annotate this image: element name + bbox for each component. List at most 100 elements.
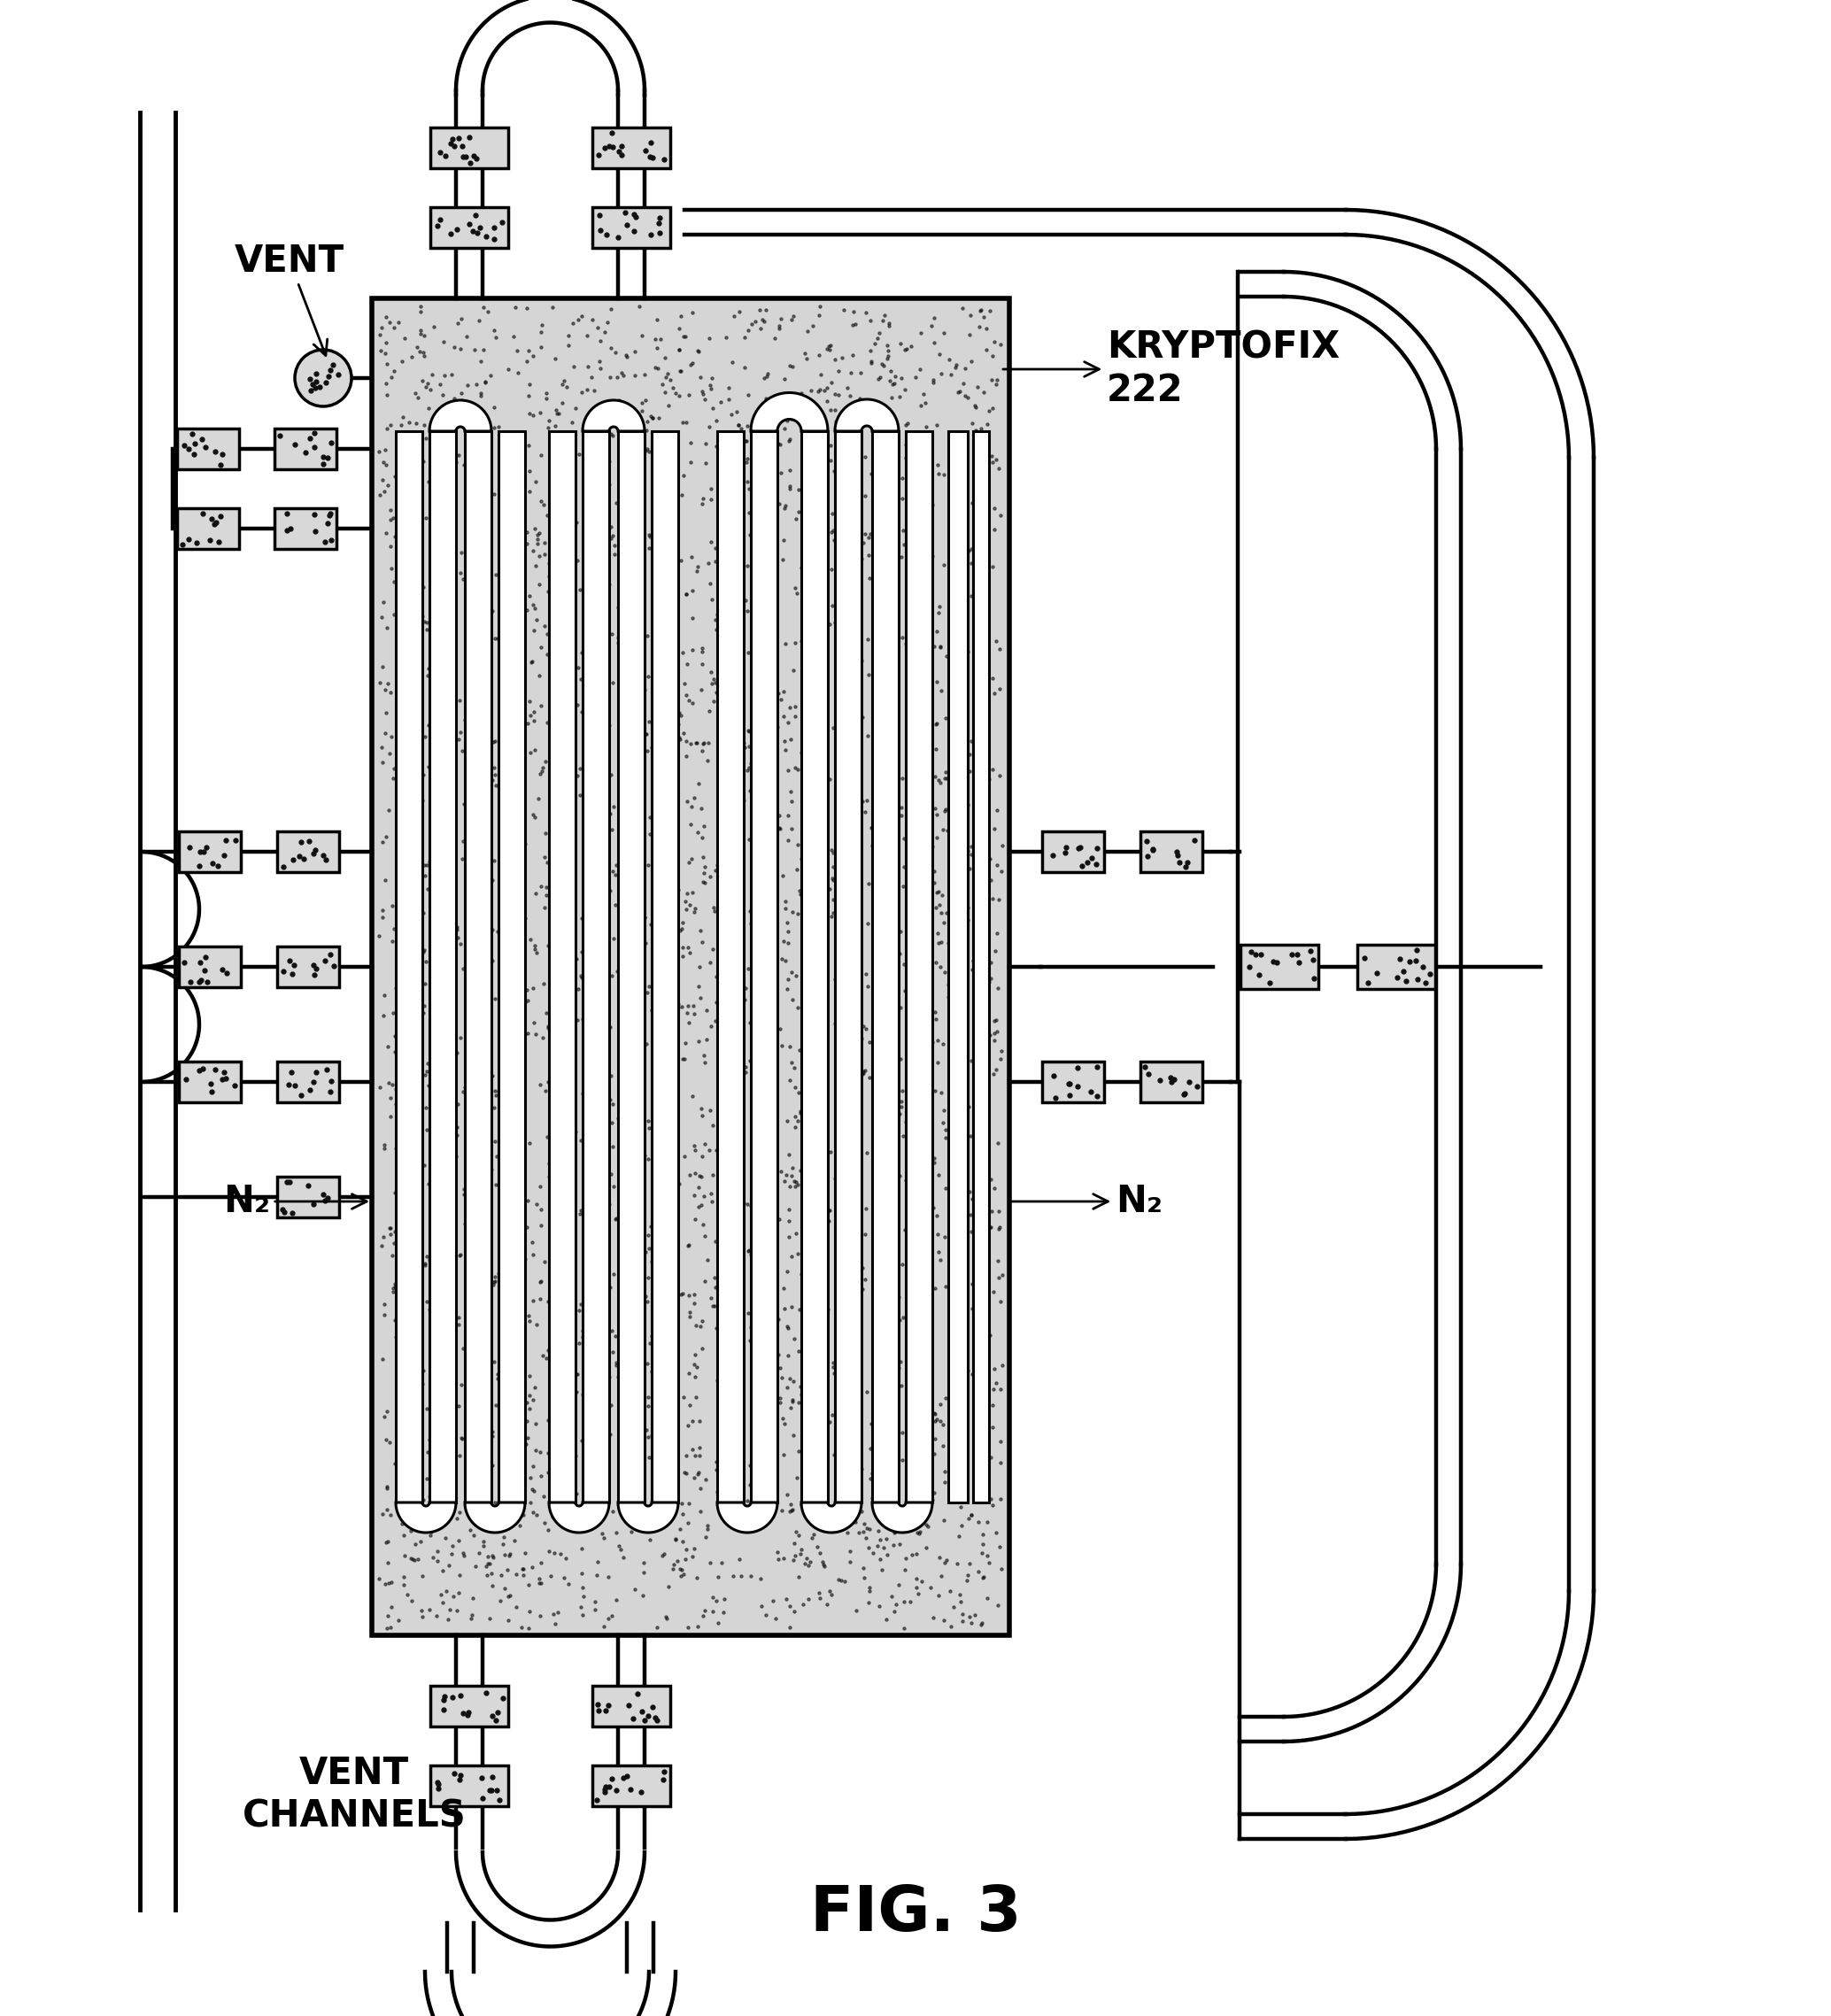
Point	[837, 633, 866, 665]
Point	[690, 851, 720, 883]
Point	[540, 1536, 569, 1568]
Point	[494, 1605, 524, 1637]
Point	[956, 1601, 985, 1633]
Point	[969, 1470, 998, 1502]
Point	[899, 1464, 928, 1496]
Point	[829, 954, 859, 986]
Point	[604, 454, 634, 486]
Point	[727, 452, 756, 484]
Point	[807, 520, 837, 552]
Point	[690, 1595, 720, 1627]
Point	[798, 1377, 828, 1409]
Point	[837, 1210, 866, 1242]
Point	[544, 1070, 573, 1103]
Point	[558, 1322, 588, 1355]
Point	[630, 1189, 659, 1222]
Point	[872, 1603, 901, 1635]
Point	[905, 1579, 934, 1611]
Point	[505, 1462, 535, 1494]
Point	[502, 496, 531, 528]
Point	[884, 1528, 914, 1560]
Point	[784, 1435, 813, 1468]
Point	[438, 1079, 467, 1111]
Point	[410, 722, 439, 754]
Point	[970, 875, 1000, 907]
Point	[544, 974, 573, 1006]
Point	[670, 667, 699, 700]
Point	[648, 1060, 677, 1093]
Point	[593, 468, 623, 500]
Point	[914, 704, 943, 736]
Point	[760, 496, 789, 528]
Point	[645, 780, 674, 812]
Point	[557, 871, 586, 903]
Point	[374, 1566, 403, 1599]
Point	[917, 1189, 947, 1222]
Point	[621, 359, 650, 391]
Point	[478, 1570, 507, 1603]
Point	[395, 1339, 425, 1371]
Point	[635, 1441, 665, 1474]
Point	[890, 823, 919, 855]
Point	[945, 1579, 974, 1611]
Point	[881, 617, 910, 649]
Point	[875, 306, 905, 339]
Point	[375, 1212, 405, 1244]
Point	[399, 1214, 428, 1246]
Point	[372, 516, 401, 548]
Point	[634, 1262, 663, 1294]
Point	[912, 1454, 941, 1486]
Point	[714, 899, 743, 931]
Point	[853, 623, 883, 655]
Point	[842, 1595, 872, 1627]
Point	[425, 1062, 454, 1095]
Point	[406, 319, 436, 351]
Point	[894, 407, 923, 439]
Point	[831, 966, 861, 998]
Point	[886, 1369, 916, 1401]
Point	[540, 343, 569, 375]
Point	[762, 1536, 791, 1568]
Point	[546, 1155, 575, 1187]
Point	[745, 560, 775, 593]
Point	[452, 1474, 482, 1506]
Point	[831, 1040, 861, 1073]
Point	[465, 1115, 494, 1147]
Point	[493, 782, 522, 814]
Point	[410, 409, 439, 442]
Point	[487, 1331, 516, 1363]
Point	[912, 1083, 941, 1115]
Point	[471, 365, 500, 397]
Point	[919, 1476, 948, 1508]
Point	[513, 1405, 542, 1437]
Point	[910, 700, 939, 732]
Point	[421, 425, 450, 458]
Point	[505, 1443, 535, 1476]
Point	[677, 296, 707, 329]
Point	[428, 619, 458, 651]
Point	[577, 766, 606, 798]
Point	[427, 391, 456, 423]
Point	[441, 1141, 471, 1173]
Point	[619, 998, 648, 1030]
Point	[787, 1589, 817, 1621]
Point	[515, 335, 544, 367]
Point	[985, 673, 1014, 706]
Point	[972, 1583, 1002, 1615]
Point	[824, 1284, 853, 1316]
Point	[388, 581, 417, 613]
Point	[796, 1546, 826, 1579]
Point	[469, 1365, 498, 1397]
Point	[615, 1431, 645, 1464]
Point	[677, 1540, 707, 1572]
Point	[743, 1476, 773, 1508]
Point	[557, 407, 586, 439]
Point	[610, 901, 639, 933]
Point	[710, 1208, 740, 1240]
Point	[743, 1361, 773, 1393]
Point	[936, 359, 965, 391]
Point	[494, 587, 524, 619]
Point	[593, 1603, 623, 1635]
Point	[659, 758, 688, 790]
Point	[712, 321, 742, 353]
